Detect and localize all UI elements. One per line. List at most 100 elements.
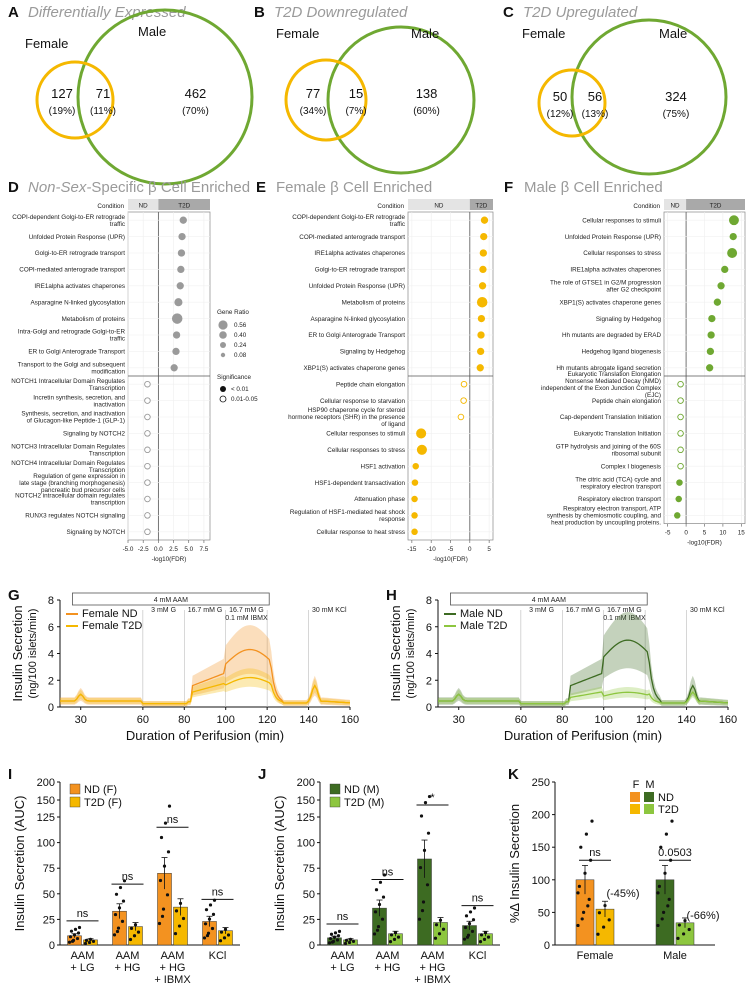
term-dot: [480, 232, 488, 241]
data-point: [576, 891, 580, 895]
data-point: [333, 931, 338, 935]
data-point: [72, 933, 77, 937]
gene-ratio-value: 0.24: [234, 342, 247, 349]
female-circle: [537, 68, 607, 138]
term-dot: [179, 216, 187, 224]
data-point: [376, 924, 381, 929]
stim-ibmx: 0.1 mM IBMX: [603, 615, 646, 622]
male-label: Male: [138, 24, 166, 39]
x-tick-label: 15: [738, 530, 746, 537]
data-point: [378, 880, 383, 884]
dot-panel-title: Non-Sex-Specific β Cell Enriched: [28, 179, 250, 196]
venn-panel-A: A Differentially Expressed Female Male 127 (1…: [8, 4, 254, 186]
data-point: [586, 904, 590, 908]
data-point: [68, 935, 73, 939]
x-tick-label: 140: [677, 714, 695, 726]
data-point: [84, 938, 89, 942]
term-dot: [677, 462, 684, 470]
bar-panel-J: J 0 25 50 75 100 125 150 200 Insulin Secretion (A…: [258, 766, 500, 986]
data-point: [579, 845, 583, 849]
y-tick-label: 8: [426, 595, 432, 607]
data-point: [607, 918, 611, 922]
x-tick-label: 160: [341, 714, 359, 726]
sig-label: ns: [382, 866, 394, 878]
term-dot: [174, 298, 183, 307]
y-axis-label: %Δ Insulin Secretion: [507, 804, 522, 923]
sig-label: ns: [337, 911, 349, 923]
x-tick-label: 0: [468, 546, 472, 553]
legend-header-m: M: [645, 779, 654, 791]
term-label: heat production by uncoupling proteins.: [551, 520, 661, 527]
data-point: [468, 910, 473, 914]
data-point: [177, 924, 182, 928]
gene-ratio-dot: [219, 331, 227, 339]
term-label: of Glucagon-like Peptide-1 (GLP-1): [27, 418, 125, 425]
sig-open-label: 0.01-0.05: [231, 396, 258, 403]
y-tick-label: 6: [426, 622, 432, 634]
female-label: Female: [25, 36, 68, 51]
y-axis-label-units: (ng/100 islets/min): [27, 609, 39, 699]
data-point: [683, 919, 687, 923]
sig-label: ns: [472, 893, 484, 905]
y-axis-label-units: (ng/100 islets/min): [405, 609, 417, 699]
data-point: [207, 917, 212, 921]
stim-kcl: 30 mM KCl: [312, 607, 347, 614]
panel-label: D: [8, 179, 19, 196]
x-category-label: AAM: [421, 950, 445, 962]
legend-swatch-m: [644, 792, 654, 802]
legend-t2d-label: Male T2D: [460, 620, 508, 632]
data-point: [223, 927, 228, 931]
x-tick-label: 100: [217, 714, 235, 726]
y-tick-label: 50: [43, 889, 55, 901]
data-point: [483, 931, 488, 935]
data-point: [677, 923, 681, 927]
data-point: [583, 871, 587, 875]
overlap-pct: (13%): [582, 109, 609, 120]
term-dot: [412, 462, 419, 470]
term-label: Incretin synthesis, secretion, and: [33, 394, 125, 401]
x-axis-label: Duration of Perifusion (min): [126, 728, 284, 743]
data-point: [396, 935, 401, 939]
data-point: [115, 929, 120, 934]
overlap-count: 71: [96, 86, 110, 101]
x-category-label: + IBMX: [414, 974, 451, 986]
trace-panel-H: H 0 2 4 6 8 30 60 80 100 120 140 160 Duration of Peri…: [386, 587, 737, 743]
stim-16mM-G-ibmx: 16.7 mM G: [607, 607, 642, 614]
data-point: [584, 832, 588, 836]
panel-label: G: [8, 587, 20, 604]
data-point: [662, 910, 666, 915]
data-point: [163, 821, 168, 825]
x-tick-label: 100: [595, 714, 613, 726]
term-label: Cap-dependent Translation Initiation: [560, 414, 662, 421]
y-tick-label: 100: [297, 838, 315, 850]
data-point: [482, 937, 487, 941]
x-category-label: Female: [577, 950, 614, 962]
overlap-count: 56: [588, 89, 602, 104]
data-point: [204, 908, 209, 912]
x-tick-label: 30: [75, 714, 87, 726]
data-point: [419, 814, 424, 818]
sig-label: ns: [212, 886, 224, 898]
female-only-pct: (34%): [300, 106, 327, 117]
sig-label: ns: [167, 814, 179, 826]
term-label: NOTCH1 Intracellular Domain Regulates: [11, 378, 125, 385]
data-point: [375, 928, 380, 932]
panel-label: I: [8, 766, 12, 783]
dot-panel-title: Female β Cell Enriched: [276, 179, 432, 196]
y-tick-label: 75: [303, 863, 315, 875]
nd-header: [408, 199, 470, 210]
female-only-pct: (19%): [49, 106, 76, 117]
nd-label: ND: [670, 203, 680, 210]
term-label: The citric acid (TCA) cycle and: [575, 476, 661, 483]
y-tick-label: 0: [49, 940, 55, 952]
female-only-pct: (12%): [547, 109, 574, 120]
data-point: [590, 819, 594, 823]
term-label: late stage (branching morphogenesis): [19, 480, 125, 487]
term-dot: [144, 397, 151, 404]
panel-label: K: [508, 766, 519, 783]
term-dot: [476, 347, 485, 356]
data-point: [377, 902, 382, 907]
y-axis-label: Insulin Secretion: [388, 605, 403, 701]
data-point: [423, 800, 428, 805]
